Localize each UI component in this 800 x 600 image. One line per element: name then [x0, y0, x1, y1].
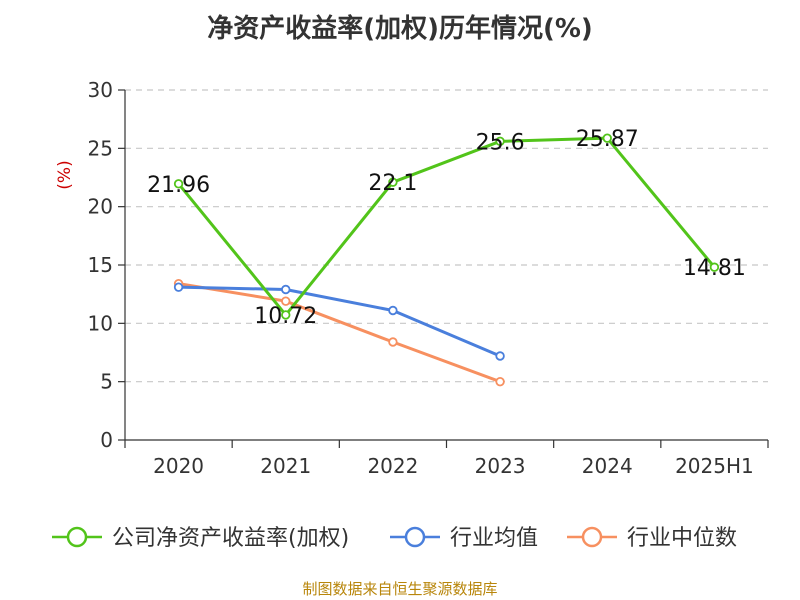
- legend-swatch-marker: [66, 526, 88, 548]
- x-tick-label: 2025H1: [675, 454, 754, 478]
- legend-label: 行业均值: [450, 526, 538, 551]
- data-point: [709, 262, 720, 272]
- data-point: [173, 282, 184, 292]
- x-tick-label: 2021: [260, 454, 311, 478]
- series-line: [177, 136, 716, 317]
- data-point: [281, 284, 291, 295]
- series-lines: [173, 133, 720, 387]
- data-label: 25.6: [476, 130, 525, 155]
- y-axis-label: (%): [55, 160, 75, 189]
- legend-swatch-marker: [581, 526, 603, 548]
- data-label: 22.1: [368, 171, 417, 196]
- data-point: [495, 351, 505, 361]
- data-label: 10.72: [254, 304, 317, 329]
- legend-label: 行业中位数: [627, 526, 737, 551]
- data-point: [388, 337, 398, 347]
- data-point: [495, 136, 505, 147]
- chart-title: 净资产收益率(加权)历年情况(%): [207, 14, 593, 44]
- data-point: [495, 376, 505, 387]
- legend: 公司净资产收益率(加权) 行业均值 行业中位数: [52, 526, 737, 551]
- axes: 0 5 10 15 20 25 30 (%) 2020 2021 2022 2023 2024 2025H…: [55, 78, 769, 478]
- grid-lines: [125, 89, 768, 383]
- series-line: [178, 285, 501, 358]
- y-tick-label: 5: [100, 370, 113, 394]
- x-tick-label: 2024: [582, 454, 633, 478]
- y-tick-label: 25: [88, 136, 113, 160]
- data-point: [602, 133, 612, 143]
- data-label: 14.81: [683, 256, 746, 281]
- data-point: [388, 177, 398, 187]
- series-line: [178, 282, 501, 384]
- data-point: [388, 305, 398, 316]
- data-source-note: 制图数据来自恒生聚源数据库: [302, 580, 498, 598]
- x-tick-label: 2022: [367, 454, 418, 478]
- x-tick-label: 2020: [153, 454, 204, 478]
- x-tick-label: 2023: [475, 454, 526, 478]
- y-tick-label: 15: [88, 253, 113, 277]
- y-tick-label: 20: [88, 195, 113, 219]
- data-point: [281, 296, 291, 306]
- data-point: [173, 179, 184, 189]
- y-tick-label: 0: [100, 428, 113, 452]
- y-tick-label: 30: [88, 78, 113, 102]
- legend-swatch-marker: [404, 526, 426, 548]
- data-label: 21.96: [147, 173, 210, 198]
- legend-label: 公司净资产收益率(加权): [112, 526, 349, 551]
- y-tick-label: 10: [88, 311, 113, 335]
- data-labels: 21.96 10.72 22.1 25.6 25.87 14.81: [147, 127, 746, 329]
- data-point: [281, 310, 291, 320]
- data-label: 25.87: [576, 127, 639, 152]
